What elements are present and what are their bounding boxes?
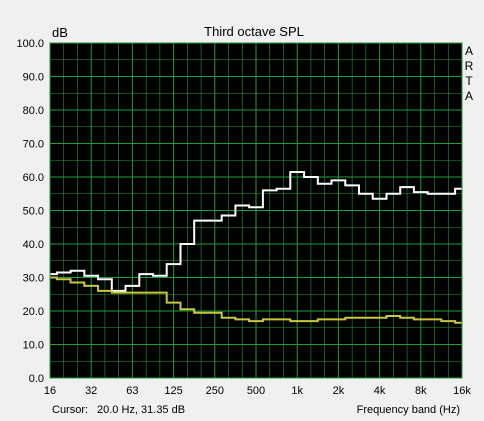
y-tick-label: 70.0 <box>23 139 44 151</box>
y-tick-label: 100.0 <box>16 38 44 50</box>
x-tick-labels: 16 32 63 125 250 500 1k 2k 4k 8k 16k <box>44 385 471 397</box>
plot-frame <box>49 42 463 379</box>
y-tick-label: 10.0 <box>23 340 44 352</box>
y-tick-label: 40.0 <box>23 239 44 251</box>
x-tick-label: 125 <box>164 385 182 397</box>
x-tick-label: 500 <box>247 385 265 397</box>
y-tick-labels: 0.0 10.0 20.0 30.0 40.0 50.0 60.0 70.0 80.0 90.0 1… <box>16 38 44 385</box>
series-line-2 <box>50 276 462 324</box>
x-tick-label: 16 <box>44 385 56 397</box>
y-tick-label: 80.0 <box>23 105 44 117</box>
x-axis-label: Frequency band (Hz) <box>357 404 460 416</box>
x-tick-label: 16k <box>453 385 471 397</box>
x-tick-label: 1k <box>291 385 303 397</box>
cursor-label: Cursor: <box>52 404 88 416</box>
cursor-value: 20.0 Hz, 31.35 dB <box>97 404 185 416</box>
grid-lines <box>49 42 463 379</box>
y-tick-label: 50.0 <box>23 206 44 218</box>
y-tick-label: 0.0 <box>29 373 44 385</box>
series-group <box>50 171 462 324</box>
y-axis-label: dB <box>52 25 68 40</box>
x-tick-label: 250 <box>206 385 224 397</box>
x-tick-label: 63 <box>126 385 138 397</box>
y-tick-label: 20.0 <box>23 306 44 318</box>
x-tick-label: 2k <box>333 385 345 397</box>
series-line-1 <box>50 171 462 292</box>
x-tick-label: 4k <box>374 385 386 397</box>
y-tick-label: 90.0 <box>23 72 44 84</box>
y-tick-label: 30.0 <box>23 273 44 285</box>
chart-title: Third octave SPL <box>204 24 304 39</box>
x-tick-label: 8k <box>415 385 427 397</box>
y-tick-label: 60.0 <box>23 172 44 184</box>
x-tick-label: 32 <box>85 385 97 397</box>
